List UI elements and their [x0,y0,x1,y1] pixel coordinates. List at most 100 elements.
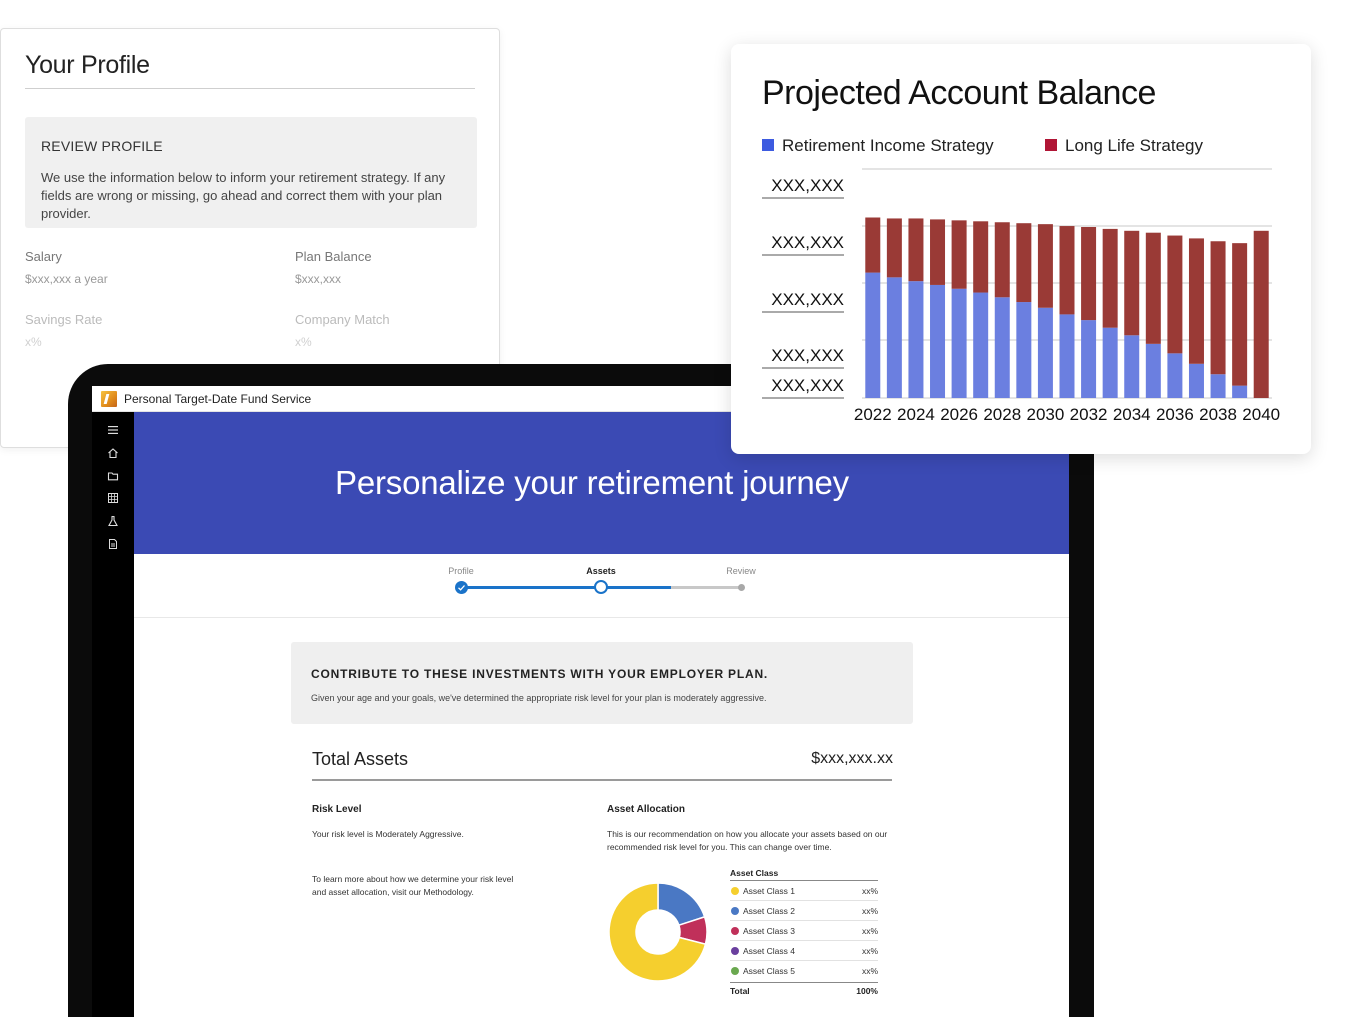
asset-class-name: Asset Class 1 [743,886,795,896]
plan-balance-value: $xxx,xxx [295,272,342,286]
asset-class-5-dot-icon [731,967,739,975]
y-tick-label: XXX,XXX [771,290,844,309]
bar-retirement-income [1081,320,1097,398]
x-tick-label: 2030 [1027,405,1065,424]
grid-icon[interactable] [107,492,119,504]
x-tick-label: 2036 [1156,405,1194,424]
x-tick-label: 2038 [1199,405,1237,424]
risk-level-text: Your risk level is Moderately Aggressive… [312,829,464,839]
legend-label-long-life: Long Life Strategy [1065,136,1203,155]
tablet-screen: Personal Target-Date Fund Service [92,386,1069,1017]
legend-retirement-income: Retirement Income Strategy [762,136,994,156]
total-assets-label: Total Assets [312,749,409,769]
plan-balance-label: Plan Balance [295,249,372,264]
legend-long-life: Long Life Strategy [1045,136,1203,156]
legend-swatch-long-life [1045,139,1057,151]
asset-class-name: Asset Class 3 [743,926,795,936]
y-tick-label: XXX,XXX [771,376,844,395]
asset-class-total-value: 100% [856,986,878,996]
contribute-text: Given your age and your goals, we've det… [311,693,767,703]
asset-class-pct: xx% [861,906,878,916]
asset-class-3-dot-icon [731,927,739,935]
chart-title: Projected Account Balance [762,74,1156,112]
review-profile-box: REVIEW PROFILE We use the information be… [25,117,477,228]
asset-class-pct: xx% [861,886,878,896]
salary-label: Salary [25,249,62,264]
bar-long-life [951,220,967,289]
home-icon[interactable] [107,447,119,459]
menu-icon[interactable] [107,424,119,436]
asset-class-table: Asset Class Asset Class 1 xx% Asset Clas… [730,868,878,998]
bar-retirement-income [1232,385,1248,398]
asset-class-row: Asset Class 4 xx% [730,941,878,961]
sidebar [92,412,134,1017]
bar-retirement-income [951,288,967,398]
x-tick-label: 2034 [1113,405,1151,424]
step-review-dot-icon[interactable] [738,584,745,591]
stepper-progress [461,586,671,589]
step-assets-current-icon[interactable] [594,580,608,594]
total-assets-value: $xxx,xxx.xx [811,750,893,767]
bar-retirement-income [908,281,924,398]
hero-banner: Personalize your retirement journey [134,412,1069,554]
bar-retirement-income [1210,374,1226,398]
asset-class-pct: xx% [861,946,878,956]
hero-title: Personalize your retirement journey [335,464,849,501]
y-tick-label: XXX,XXX [771,233,844,252]
document-icon[interactable] [107,538,119,550]
bar-retirement-income [1145,343,1161,398]
folder-icon[interactable] [107,470,119,482]
bar-long-life [1059,226,1075,315]
app-logo-icon [101,391,117,407]
step-review-label[interactable]: Review [726,566,756,576]
bar-long-life [865,217,881,273]
profile-divider [25,88,475,89]
bar-long-life [908,218,924,282]
asset-class-row: Asset Class 1 xx% [730,881,878,901]
bar-retirement-income [1016,302,1032,398]
methodology-text: To learn more about how we determine you… [312,874,514,897]
x-tick-label: 2032 [1070,405,1108,424]
total-assets-divider [312,779,892,781]
bar-long-life [973,221,989,293]
asset-class-pct: xx% [861,926,878,936]
app-title: Personal Target-Date Fund Service [124,392,312,406]
savings-rate-label: Savings Rate [25,312,103,327]
asset-class-total-label: Total [730,986,750,996]
bar-retirement-income [994,297,1010,398]
bar-retirement-income [865,272,881,398]
bar-retirement-income [1102,327,1118,398]
step-profile-check-icon[interactable] [455,581,468,594]
projected-balance-card: Projected Account Balance Retirement Inc… [731,44,1311,454]
step-assets-label[interactable]: Assets [586,566,616,576]
bar-retirement-income [1167,353,1183,398]
asset-allocation-heading: Asset Allocation [607,804,685,815]
x-tick-label: 2026 [940,405,978,424]
risk-level-heading: Risk Level [312,804,362,815]
legend-label-retirement-income: Retirement Income Strategy [782,136,994,155]
asset-class-row: Asset Class 3 xx% [730,921,878,941]
company-match-value: x% [295,335,312,349]
flask-icon[interactable] [107,515,119,527]
asset-class-row: Asset Class 5 xx% [730,961,878,981]
asset-class-2-dot-icon [731,907,739,915]
bar-long-life [1016,223,1032,303]
donut-slice [608,882,707,982]
projected-balance-chart: XXX,XXX XXX,XXX XXX,XXX XXX,XXX XXX,XXX 2022 2… [762,168,1280,424]
y-tick-label: XXX,XXX [771,176,844,195]
bar-long-life [1188,238,1204,364]
main-content: CONTRIBUTE TO THESE INVESTMENTS WITH YOU… [134,618,1069,1017]
step-profile-label[interactable]: Profile [448,566,474,576]
bar-long-life [1167,235,1183,354]
bar-retirement-income [1188,363,1204,398]
bar-long-life [1081,227,1097,321]
bar-retirement-income [886,277,902,398]
x-tick-label: 2028 [983,405,1021,424]
asset-allocation-text: This is our recommendation on how you al… [607,829,888,852]
review-profile-heading: REVIEW PROFILE [41,138,163,154]
legend-swatch-retirement-income [762,139,774,151]
bar-long-life [886,218,902,278]
bar-retirement-income [1059,314,1075,398]
asset-class-4-dot-icon [731,947,739,955]
